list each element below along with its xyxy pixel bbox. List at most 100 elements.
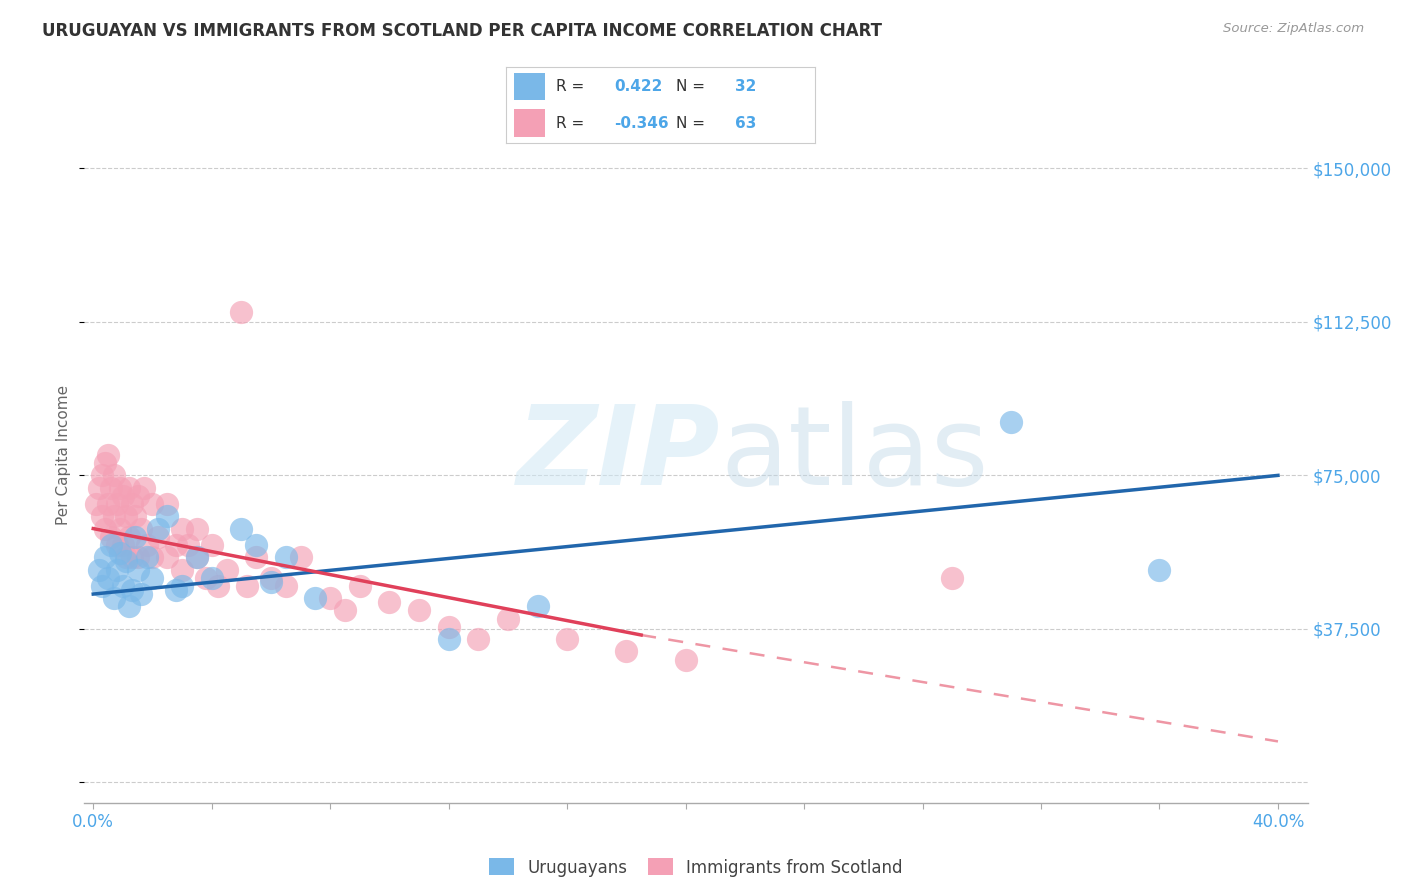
Point <box>215 562 238 576</box>
Point <box>236 579 259 593</box>
Point <box>1149 562 1171 576</box>
Point <box>437 620 460 634</box>
Point <box>941 571 963 585</box>
Point <box>108 546 131 560</box>
Point <box>91 579 114 593</box>
Point <box>156 497 179 511</box>
Point <box>207 579 229 593</box>
Point <box>467 632 489 646</box>
Point <box>114 554 136 568</box>
Point <box>129 587 152 601</box>
Text: R =: R = <box>555 115 589 130</box>
Point <box>186 550 208 565</box>
Text: Source: ZipAtlas.com: Source: ZipAtlas.com <box>1223 22 1364 36</box>
Point <box>231 522 253 536</box>
Point <box>156 509 179 524</box>
Point <box>91 509 114 524</box>
Point <box>111 489 134 503</box>
Point <box>108 522 131 536</box>
Point <box>156 550 179 565</box>
Text: URUGUAYAN VS IMMIGRANTS FROM SCOTLAND PER CAPITA INCOME CORRELATION CHART: URUGUAYAN VS IMMIGRANTS FROM SCOTLAND PE… <box>42 22 882 40</box>
Point <box>141 550 163 565</box>
Point <box>408 603 430 617</box>
Text: 63: 63 <box>735 115 756 130</box>
Point <box>165 582 187 597</box>
Point <box>290 550 312 565</box>
Point <box>111 579 134 593</box>
Point <box>127 489 149 503</box>
Point <box>333 603 356 617</box>
Point <box>124 509 146 524</box>
Point <box>349 579 371 593</box>
Point <box>437 632 460 646</box>
Point <box>97 448 120 462</box>
Point <box>245 550 267 565</box>
Text: N =: N = <box>676 79 710 95</box>
Text: R =: R = <box>555 79 589 95</box>
Point <box>105 562 128 576</box>
FancyBboxPatch shape <box>513 110 544 136</box>
Point <box>274 550 297 565</box>
Point <box>89 481 111 495</box>
Point <box>103 468 125 483</box>
Point <box>172 562 194 576</box>
Text: atlas: atlas <box>720 401 988 508</box>
Point <box>148 530 170 544</box>
Point <box>496 612 519 626</box>
Point <box>132 481 155 495</box>
Point <box>141 497 163 511</box>
Point <box>201 538 224 552</box>
Point <box>105 497 128 511</box>
Point <box>245 538 267 552</box>
Legend: Uruguayans, Immigrants from Scotland: Uruguayans, Immigrants from Scotland <box>481 850 911 885</box>
Point <box>526 599 548 614</box>
Point <box>260 574 283 589</box>
Point <box>675 652 697 666</box>
Point <box>108 481 131 495</box>
Point <box>319 591 342 606</box>
Point <box>105 538 128 552</box>
Point <box>97 497 120 511</box>
Point <box>100 530 122 544</box>
Text: 0.422: 0.422 <box>614 79 662 95</box>
Point <box>100 481 122 495</box>
Point <box>114 550 136 565</box>
Point <box>118 599 141 614</box>
Point <box>148 522 170 536</box>
Point <box>97 571 120 585</box>
Point <box>118 530 141 544</box>
Point <box>94 550 117 565</box>
Point <box>274 579 297 593</box>
Point <box>94 456 117 470</box>
Point <box>186 522 208 536</box>
Point <box>186 550 208 565</box>
Text: -0.346: -0.346 <box>614 115 669 130</box>
Point <box>103 509 125 524</box>
Point <box>124 530 146 544</box>
Text: N =: N = <box>676 115 710 130</box>
Point <box>135 538 157 552</box>
Point <box>231 304 253 318</box>
Point <box>260 571 283 585</box>
Point <box>100 538 122 552</box>
Point <box>1000 415 1022 429</box>
Point <box>555 632 578 646</box>
Point <box>201 571 224 585</box>
Point <box>194 571 217 585</box>
Point <box>177 538 200 552</box>
Point <box>304 591 326 606</box>
Point <box>129 522 152 536</box>
Point <box>114 509 136 524</box>
Point <box>111 538 134 552</box>
Point <box>172 579 194 593</box>
Point <box>84 497 107 511</box>
Point <box>614 644 637 658</box>
Point <box>103 591 125 606</box>
Point <box>94 522 117 536</box>
Point <box>121 582 143 597</box>
Point <box>118 481 141 495</box>
Point <box>141 571 163 585</box>
Point <box>127 550 149 565</box>
Point <box>127 562 149 576</box>
Point <box>91 468 114 483</box>
